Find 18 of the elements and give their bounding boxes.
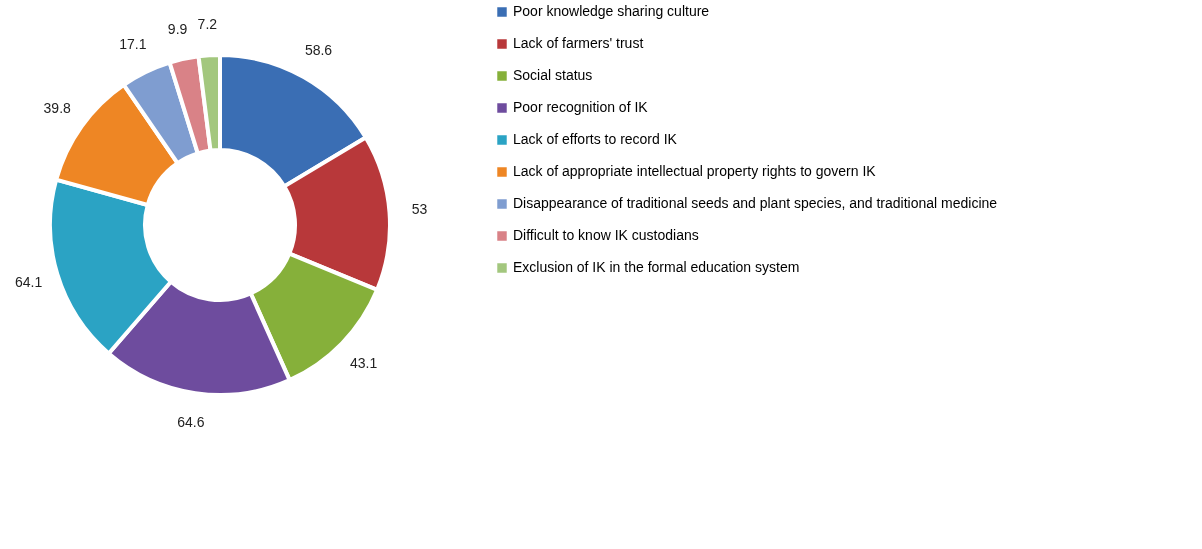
data-label: 17.1 <box>119 35 147 52</box>
data-label: 39.8 <box>43 99 72 116</box>
legend-label: Lack of farmers' trust <box>513 35 644 51</box>
legend-label: Disappearance of traditional seeds and plant species, and traditional medicine <box>513 195 998 211</box>
data-label: 7.2 <box>197 16 218 33</box>
legend-label: Lack of appropriate intellectual property rights to govern IK <box>513 163 877 179</box>
legend-label: Poor recognition of IK <box>513 99 649 115</box>
legend-label: Social status <box>513 67 593 83</box>
data-label: 64.6 <box>177 413 205 430</box>
legend-label: Exclusion of IK in the formal education system <box>513 259 800 275</box>
data-label: 64.1 <box>14 273 43 290</box>
legend-label: Poor knowledge sharing culture <box>513 3 710 19</box>
data-label: 43.1 <box>349 355 378 372</box>
data-label: 53 <box>411 201 428 218</box>
data-label: 9.9 <box>167 20 188 37</box>
data-label: 58.6 <box>304 41 333 58</box>
legend-label: Difficult to know IK custodians <box>513 227 699 243</box>
legend-label: Lack of efforts to record IK <box>513 131 678 147</box>
